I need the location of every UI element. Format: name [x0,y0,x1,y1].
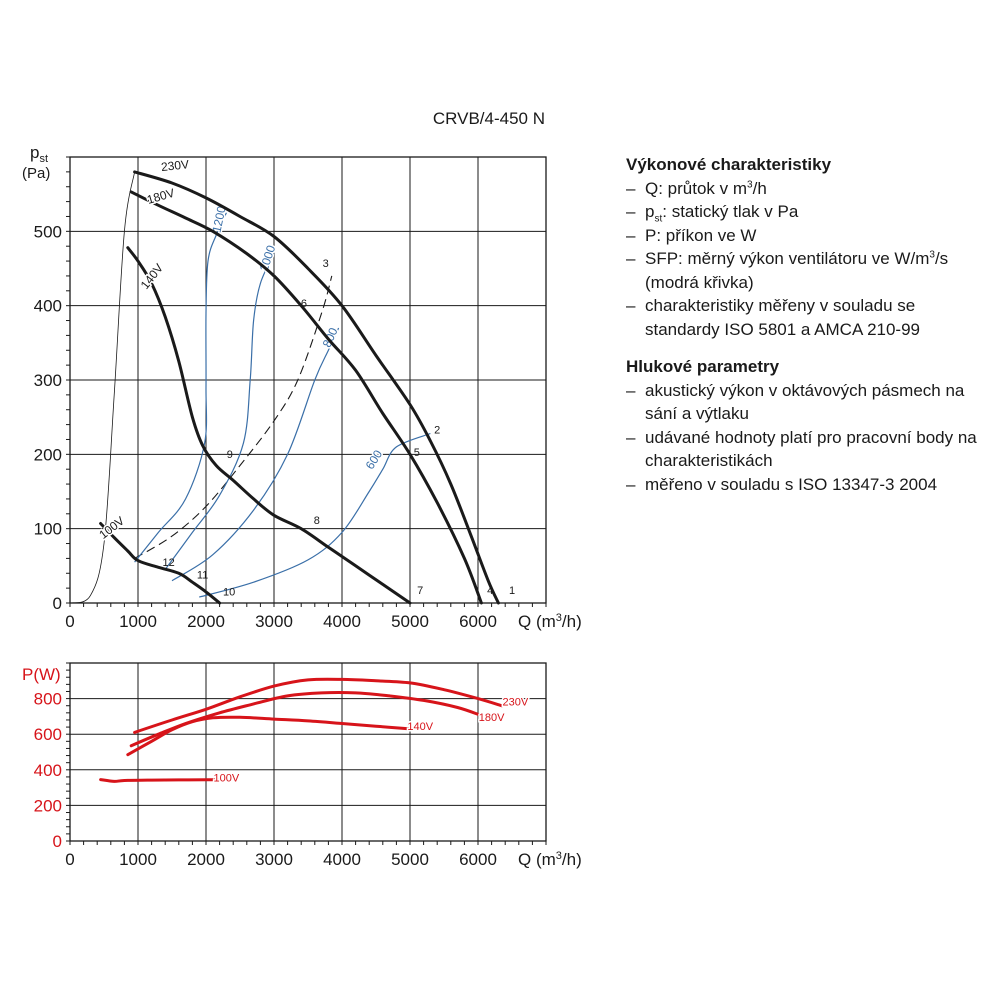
x-tick-label: 0 [65,850,74,869]
info-panel: Výkonové charakteristiky – Q: průtok v m3… [626,153,991,510]
operating-point-label: 12 [162,557,174,569]
x-axis-label: Q (m3/h) [518,850,582,869]
operating-point-label: 9 [227,449,233,461]
power-curve-230V [133,677,504,734]
performance-item: – Q: průtok v m3/h [626,178,767,198]
y-tick-label: 100 [34,520,62,539]
x-tick-label: 1000 [119,612,157,631]
operating-point-label: 6 [301,298,307,310]
curve-label: 180V [145,186,176,207]
plot-frame [69,662,547,842]
operating-point-label: 2 [434,425,440,437]
performance-item: – pst: statický tlak v Pa [626,202,799,225]
power-chart: 0 1000 2000 3000 4000 5000 6000 0 200 400 600 800 Q … [22,662,582,869]
sfp-curve-600 [199,432,431,598]
operating-point-label: 8 [314,515,320,527]
power-curve-140V [126,715,412,757]
x-tick-label: 4000 [323,850,361,869]
y-tick-label: 800 [34,690,62,709]
pressure-curve-180V [129,190,483,605]
curve-label: 100V [96,514,127,542]
plot-frame [69,156,547,604]
pressure-curve-140V [126,246,412,605]
x-tick-label: 0 [65,612,74,631]
performance-item: – charakteristiky měřeny v souladu se sta… [626,296,921,339]
y-tick-label: 500 [34,222,62,241]
operating-point-label: 3 [323,258,329,270]
y-tick-label: 0 [53,594,62,613]
x-tick-label: 1000 [119,850,157,869]
x-tick-label: 2000 [187,612,225,631]
sfp-label: 600 [363,447,386,472]
y-tick-label: 400 [34,761,62,780]
pressure-curve-100V [99,522,222,605]
y-axis-label: P(W) [22,665,61,684]
performance-heading: Výkonové charakteristiky [626,155,832,174]
x-tick-label: 5000 [391,850,429,869]
noise-heading: Hlukové parametry [626,357,780,376]
power-curve-label: 230V [503,697,529,709]
sfp-curve-800 [171,327,340,582]
y-tick-label: 200 [34,796,62,815]
pressure-curve-230V [133,170,500,605]
pressure-chart: 0 1000 2000 3000 4000 5000 6000 0 100 200 300 400 50… [22,143,582,631]
model-title: CRVB/4-450 N [433,109,545,128]
operating-point-label: 5 [414,447,420,459]
performance-item: – P: příkon ve W [626,225,757,245]
x-axis-label: Q (m3/h) [518,612,582,631]
x-tick-label: 5000 [391,612,429,631]
operating-point-label: 10 [223,587,235,599]
power-curve-label: 100V [214,772,240,784]
performance-list: – Q: průtok v m3/h – pst: statický tlak v P… [626,177,991,342]
x-tick-label: 6000 [459,612,497,631]
operating-point-label: 7 [417,585,423,597]
power-curve-100V [99,778,222,783]
operating-point-label: 11 [197,569,208,581]
performance-item: – SFP: měrný výkon ventilátoru ve W/m3/s … [626,249,949,292]
operating-point-label: 4 [487,585,493,597]
y-tick-label: 0 [53,832,62,851]
y-tick-label: 300 [34,371,62,390]
noise-item: – udávané hodnoty platí pro pracovní body… [626,427,977,471]
power-curve-label: 140V [407,721,433,733]
y-axis-label: pst [30,143,48,165]
operating-point-label: 1 [509,585,515,597]
sfp-curve-1200 [134,212,227,563]
sfp-curve-1000 [164,253,275,570]
noise-list: – akustický výkon v oktávových pásmech na… [626,379,991,497]
system-curve-thin [69,171,135,604]
y-tick-label: 600 [34,725,62,744]
x-tick-label: 4000 [323,612,361,631]
noise-item: – akustický výkon v oktávových pásmech na… [626,380,965,424]
system-curve-dashed [134,275,333,559]
curve-label: 230V [160,157,189,174]
y-tick-label: 400 [34,297,62,316]
power-curve-180V [129,691,483,748]
y-axis-unit: (Pa) [22,165,50,182]
noise-item: – měřeno v souladu s ISO 13347-3 2004 [626,474,938,494]
x-tick-label: 3000 [255,850,293,869]
y-tick-label: 200 [34,445,62,464]
x-tick-label: 3000 [255,612,293,631]
power-curve-label: 180V [479,712,505,724]
x-tick-label: 2000 [187,850,225,869]
x-tick-label: 6000 [459,850,497,869]
